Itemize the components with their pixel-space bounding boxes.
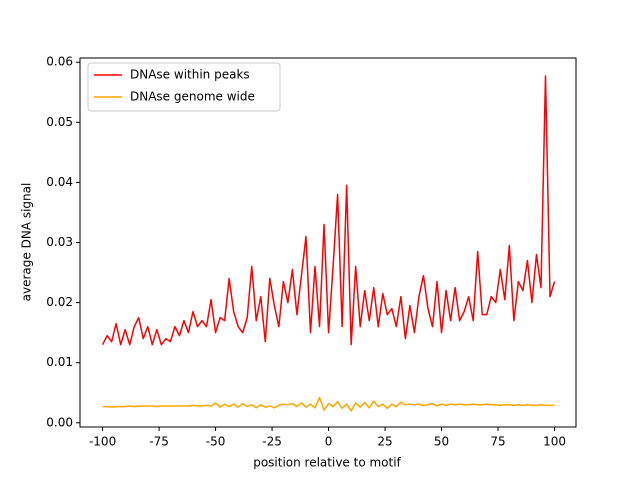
y-tick-label: 0.00 <box>46 415 73 429</box>
y-tick-label: 0.01 <box>46 355 73 369</box>
x-tick-label: -50 <box>206 435 226 449</box>
x-tick-label: 25 <box>377 435 392 449</box>
x-tick-label: 75 <box>490 435 505 449</box>
y-tick-label: 0.05 <box>46 115 73 129</box>
legend-box <box>87 62 281 112</box>
y-tick-label: 0.06 <box>46 55 73 69</box>
data-line <box>101 75 556 346</box>
y-tick-label: 0.03 <box>46 235 73 249</box>
legend-label: DNAse genome wide <box>130 90 255 104</box>
x-tick-label: -100 <box>89 435 116 449</box>
x-tick-label: -25 <box>262 435 282 449</box>
y-axis-label: average DNA signal <box>20 183 34 302</box>
plot-frame <box>79 57 577 428</box>
data-line <box>102 396 555 412</box>
x-tick-label: 0 <box>325 435 333 449</box>
y-tick-label: 0.04 <box>46 175 73 189</box>
y-tick-label: 0.02 <box>46 295 73 309</box>
x-tick-label: 100 <box>543 435 566 449</box>
x-tick-label: 50 <box>434 435 449 449</box>
x-tick-label: -75 <box>149 435 169 449</box>
legend-label: DNAse within peaks <box>130 68 250 82</box>
x-axis-label: position relative to motif <box>253 456 401 470</box>
